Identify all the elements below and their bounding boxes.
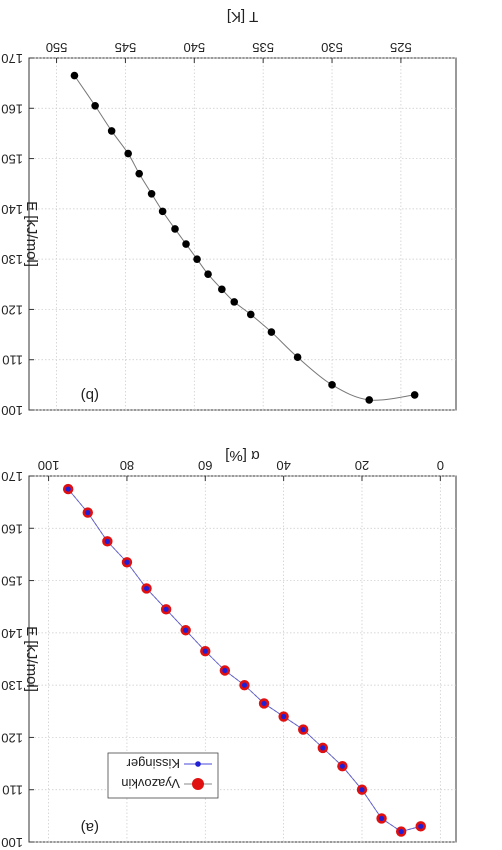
legend-kissinger-marker — [195, 761, 201, 767]
y-tick-label: 150 — [1, 574, 23, 589]
data-point — [328, 381, 336, 389]
kissinger-point — [378, 815, 385, 822]
y-tick-label: 170 — [1, 51, 23, 66]
y-tick-label: 160 — [1, 101, 23, 116]
kissinger-point — [183, 627, 189, 633]
x-tick-label: 530 — [321, 40, 343, 55]
y-tick-label: 160 — [1, 521, 23, 536]
chart-panel-a: 0 20 40 60 80 100 100 110 120 130 140 150 160 170 α [… — [1, 447, 457, 850]
ticks-b: 525 530 535 540 545 550 100 110 120 130 140 150 160 1… — [1, 40, 411, 418]
kissinger-point — [339, 763, 345, 769]
y-tick-label: 110 — [2, 353, 23, 368]
y-tick-label: 120 — [1, 302, 23, 317]
y-tick-label: 120 — [1, 730, 23, 745]
x-tick-label: 40 — [276, 458, 290, 473]
legend-a: Vyazovkin Kissinger — [107, 752, 219, 799]
data-point — [135, 169, 143, 178]
data-point — [410, 391, 419, 399]
plot-area-a — [28, 475, 457, 843]
x-tick-label: 80 — [120, 458, 134, 473]
kissinger-point — [222, 667, 228, 674]
legend-kissinger-label: Kissinger — [126, 756, 180, 771]
legend-vyazovkin-label: Vyazovkin — [121, 776, 180, 791]
y-tick-label: 100 — [1, 835, 23, 850]
data-point — [107, 127, 116, 135]
x-tick-label: 100 — [38, 458, 60, 473]
x-tick-label: 60 — [198, 458, 212, 473]
kissinger-point — [320, 745, 326, 751]
grid-b — [29, 57, 456, 411]
kissinger-point — [202, 648, 208, 654]
data-point — [246, 310, 255, 319]
data-point — [171, 225, 179, 233]
x-tick-label: 20 — [355, 458, 369, 473]
x-tick-label: 535 — [252, 40, 274, 55]
data-marks-b — [70, 71, 419, 404]
data-marks-a — [62, 483, 426, 837]
data-point — [230, 298, 239, 306]
data-point — [204, 270, 212, 279]
y-axis-label-a: E [kJ/mol] — [23, 626, 40, 692]
kissinger-point — [65, 486, 71, 492]
kissinger-point — [300, 726, 306, 733]
x-tick-label: 525 — [390, 40, 412, 55]
kissinger-point — [261, 700, 267, 707]
x-axis-label-b: T [K] — [227, 8, 258, 25]
legend-vyazovkin-marker — [192, 778, 204, 790]
x-tick-label: 550 — [46, 40, 68, 55]
data-point — [91, 101, 99, 110]
y-tick-label: 130 — [1, 678, 23, 693]
y-tick-label: 130 — [1, 252, 23, 267]
kissinger-point — [163, 606, 169, 612]
x-axis-label-a: α [%] — [225, 447, 260, 464]
kissinger-point — [359, 787, 365, 793]
data-point — [293, 353, 302, 361]
y-axis-label-b: E [kJ/mol] — [23, 201, 40, 267]
y-tick-label: 170 — [1, 469, 23, 484]
kissinger-point — [398, 828, 404, 835]
data-point — [218, 285, 226, 294]
panel-label-b: (b) — [81, 387, 99, 404]
y-tick-label: 140 — [1, 626, 23, 641]
kissinger-point — [124, 559, 130, 565]
plot-area-b — [28, 57, 457, 411]
x-tick-label: 545 — [115, 40, 137, 55]
data-point — [70, 71, 79, 80]
y-tick-label: 110 — [2, 783, 23, 798]
data-point — [158, 207, 167, 216]
panel-label-a: (a) — [81, 819, 99, 836]
data-point — [182, 240, 190, 248]
data-point — [267, 328, 276, 336]
kissinger-point — [85, 510, 91, 516]
kissinger-point — [281, 713, 287, 720]
y-tick-label: 150 — [1, 152, 23, 167]
data-point — [193, 255, 201, 263]
x-tick-label: 540 — [183, 40, 205, 55]
kissinger-point — [241, 682, 248, 688]
data-point — [147, 189, 156, 198]
x-tick-label: 0 — [437, 458, 444, 473]
rotated-figure-group: 0 20 40 60 80 100 100 110 120 130 140 150 160 170 α [… — [1, 8, 457, 850]
kissinger-point — [104, 538, 110, 544]
legend-box — [107, 752, 219, 799]
chart-panel-b: 525 530 535 540 545 550 100 110 120 130 140 150 160 1… — [1, 8, 457, 418]
y-tick-label: 100 — [1, 403, 23, 418]
data-point — [365, 396, 374, 404]
kissinger-point — [143, 585, 150, 592]
data-point — [124, 149, 132, 158]
y-tick-label: 140 — [1, 202, 23, 217]
kissinger-point — [418, 823, 424, 829]
ticks-a: 0 20 40 60 80 100 100 110 120 130 140 150 160 170 — [1, 458, 444, 850]
